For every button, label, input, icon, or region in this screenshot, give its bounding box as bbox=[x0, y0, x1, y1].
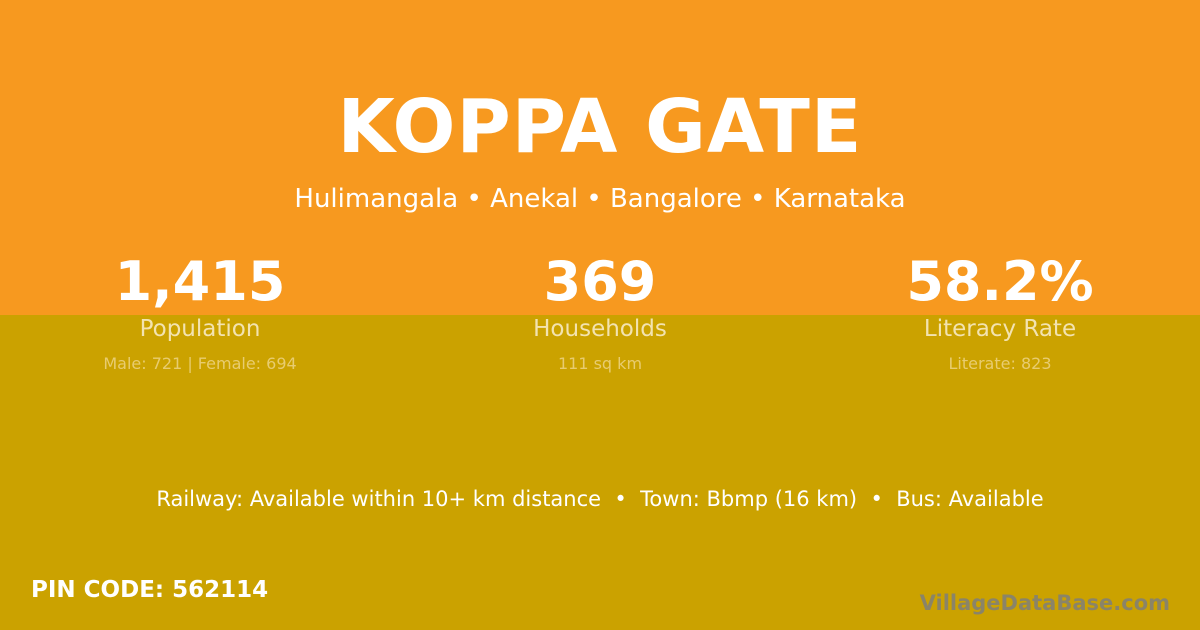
brand-watermark: VillageDataBase.com bbox=[919, 591, 1170, 615]
stat-value: 369 bbox=[543, 250, 657, 313]
village-title: KOPPA GATE bbox=[337, 84, 863, 170]
stat-value: 58.2% bbox=[906, 250, 1094, 313]
stat-detail: Literate: 823 bbox=[948, 354, 1052, 373]
stat-detail: 111 sq km bbox=[557, 354, 643, 373]
stat-detail: Male: 721 | Female: 694 bbox=[103, 354, 297, 373]
stat-value: 1,415 bbox=[114, 250, 286, 313]
amenities-line: Railway: Available within 10+ km distanc… bbox=[156, 487, 1044, 511]
pin-code: PIN CODE: 562114 bbox=[31, 577, 269, 603]
location-breadcrumb: Hulimangala • Anekal • Bangalore • Karna… bbox=[294, 184, 906, 214]
header-band bbox=[0, 0, 1200, 315]
stat-label: Population bbox=[139, 316, 261, 342]
stat-label: Literacy Rate bbox=[923, 316, 1077, 342]
stat-label: Households bbox=[533, 316, 667, 342]
